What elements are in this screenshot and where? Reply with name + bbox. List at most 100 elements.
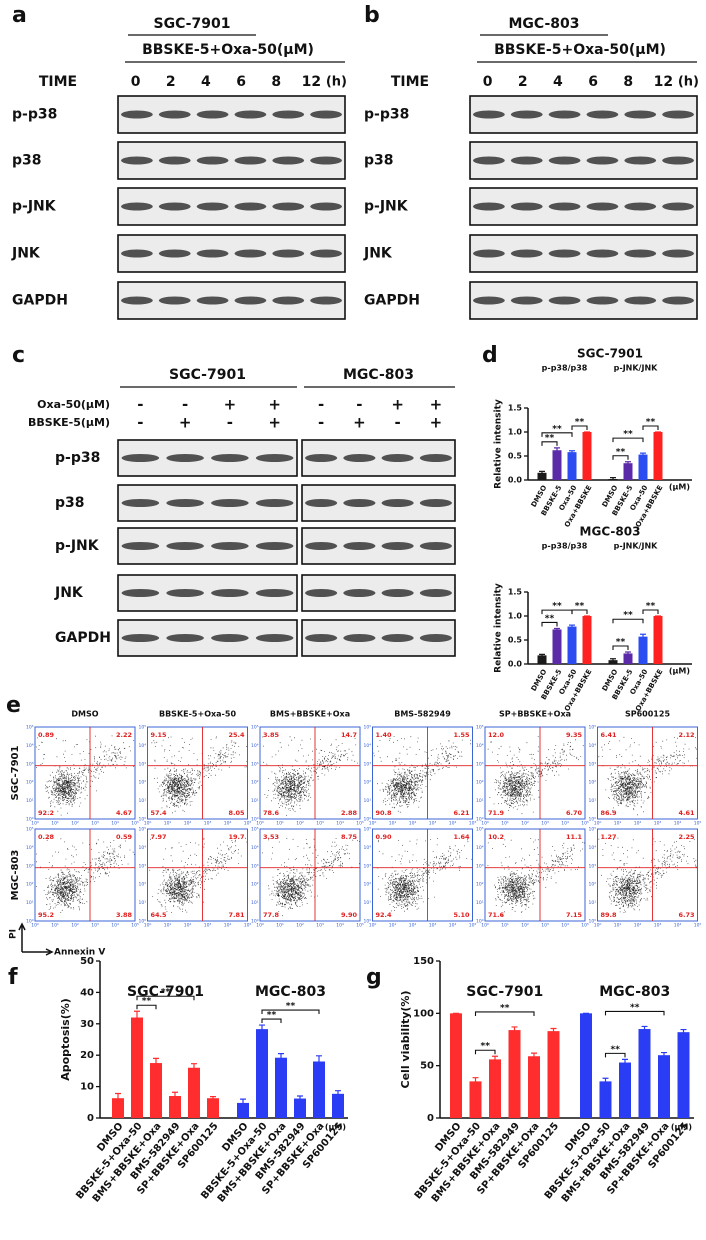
blot-band [196,249,229,258]
condition-sign: + [268,414,281,432]
blot-band [255,499,294,507]
flow-tick: 10⁰ [31,923,39,929]
blot-band [343,542,376,550]
flow-tick: 10³ [429,923,437,929]
flow-tick: 10² [409,821,417,827]
flow-tick: 10⁵ [588,725,596,731]
significance-label: ** [623,430,633,440]
significance-label: ** [142,997,152,1007]
error-bar [240,1098,246,1107]
significance-label: ** [575,602,585,612]
blot-band [473,296,505,305]
blot-band [121,589,160,597]
quadrant-value: 95.2 [38,911,54,919]
blot-band [419,542,452,550]
quadrant-value: 2.25 [678,833,695,841]
flow-dots [149,837,248,913]
error-bar [316,1055,322,1068]
significance-label: ** [481,1042,491,1052]
quadrant-value: 14.7 [341,731,357,739]
panel-label: e [6,693,21,718]
flow-frame [147,828,248,922]
flow-tick: 10⁵ [26,827,34,833]
error-bar [554,627,560,631]
chart-title: SGC-7901 [577,347,643,361]
bar [450,1013,462,1118]
condition-sign: - [182,396,188,414]
flow-frame [484,726,586,820]
cell-line: SGC-7901 [154,16,231,32]
cell-line: MGC-803 [343,367,414,383]
error-bar [210,1096,216,1100]
significance-label: ** [161,988,171,998]
significance-bracket [612,437,644,443]
quadrant-value: 1.64 [453,833,470,841]
y-tick-label: 20 [80,1050,94,1061]
flow-tick: 10¹ [476,798,484,804]
flow-tick: 10¹ [51,923,59,929]
condition-name: Oxa-50(μM) [37,398,110,411]
blot-band [586,110,619,119]
flow-tick: 10⁰ [481,821,489,827]
flow-tick: 10² [184,923,192,929]
flow-tick: 10⁴ [111,923,119,929]
significance-bracket [642,425,659,430]
flow-tick: 10¹ [614,923,622,929]
significance-bracket [541,432,573,437]
flow-tick: 10⁰ [251,817,259,823]
bar [537,472,547,480]
flow-tick: 10⁴ [561,923,569,929]
blot-band [343,454,376,462]
quadrant-value: 3.85 [263,731,280,739]
flow-frame [34,726,136,820]
flow-tick: 10¹ [614,821,622,827]
flow-tick: 10⁴ [561,821,569,827]
blot-band [196,296,229,305]
y-axis-title: Relative intensity [494,583,504,673]
blot-band [473,156,505,165]
blot-band [548,249,581,258]
flow-tick: 10⁰ [594,821,602,827]
quadrant-value: 11.1 [566,833,583,841]
flow-tick: 10² [634,923,642,929]
blot-band [234,110,267,119]
error-bar [472,1077,479,1086]
flow-tick: 10⁴ [476,743,484,749]
flow-tick: 10¹ [501,821,509,827]
significance-bracket [136,1004,157,1010]
blot-band [624,249,657,258]
blot-band [419,499,452,507]
flow-tick: 10⁴ [449,923,457,929]
error-bar [492,1055,498,1063]
blot-band [272,296,305,305]
blot-label: p38 [364,153,394,169]
quadrant-value: 86.9 [601,809,618,817]
flow-tick: 10² [476,780,484,786]
flow-tick: 10⁰ [144,923,152,929]
significance-label: ** [552,424,562,434]
blot-band [196,202,229,211]
blot-band [381,634,414,642]
significance-label: ** [500,1003,510,1013]
blot-band [305,589,338,597]
flow-dots [151,736,248,814]
flow-title: DMSO [71,710,98,719]
bar [552,629,562,664]
y-tick-label: 10 [80,1082,94,1093]
significance-bracket [261,1018,282,1024]
y-axis-title: Cell viability(%) [399,991,412,1089]
flow-tick: 10⁴ [449,821,457,827]
flow-tick: 10⁵ [363,725,371,731]
time-unit: (h) [326,75,347,90]
quadrant-value: 71.9 [488,809,505,817]
flow-tick: 10⁴ [111,821,119,827]
blot-band [121,156,153,165]
bar [508,1030,521,1118]
blot-band [121,454,160,462]
condition-sign: + [224,396,237,414]
error-bar [278,1053,284,1062]
flow-tick: 10² [363,780,371,786]
blot-band [548,296,581,305]
condition-sign: + [353,414,366,432]
y-axis-title: Relative intensity [494,399,504,489]
